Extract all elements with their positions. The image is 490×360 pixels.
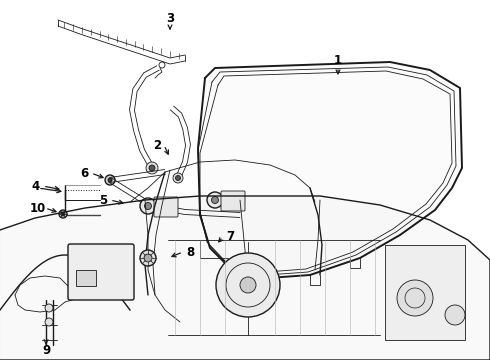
Text: 10: 10: [30, 202, 46, 215]
Circle shape: [216, 253, 280, 317]
Circle shape: [59, 210, 67, 218]
FancyBboxPatch shape: [68, 244, 134, 300]
Circle shape: [144, 254, 152, 262]
Circle shape: [207, 192, 223, 208]
FancyBboxPatch shape: [221, 191, 245, 211]
FancyBboxPatch shape: [154, 197, 178, 217]
Text: 1: 1: [334, 54, 342, 67]
Circle shape: [212, 197, 219, 203]
Circle shape: [173, 173, 183, 183]
Circle shape: [140, 198, 156, 214]
Circle shape: [445, 305, 465, 325]
Circle shape: [240, 277, 256, 293]
Text: 3: 3: [166, 12, 174, 24]
Circle shape: [45, 304, 53, 312]
Circle shape: [105, 175, 115, 185]
Circle shape: [146, 162, 158, 174]
Text: 2: 2: [153, 139, 161, 152]
Text: 5: 5: [99, 194, 107, 207]
Circle shape: [108, 178, 112, 182]
Circle shape: [149, 165, 155, 171]
Circle shape: [61, 212, 65, 216]
Text: 8: 8: [186, 246, 194, 258]
Text: 9: 9: [42, 343, 50, 356]
Polygon shape: [198, 62, 462, 278]
Circle shape: [397, 280, 433, 316]
Polygon shape: [0, 196, 490, 360]
Text: 6: 6: [80, 166, 88, 180]
Bar: [76, 270, 96, 286]
Circle shape: [175, 176, 180, 180]
Circle shape: [45, 318, 53, 326]
Circle shape: [140, 250, 156, 266]
Text: 7: 7: [226, 230, 234, 243]
Text: 4: 4: [32, 180, 40, 193]
Bar: [385, 245, 465, 340]
Circle shape: [145, 202, 151, 210]
